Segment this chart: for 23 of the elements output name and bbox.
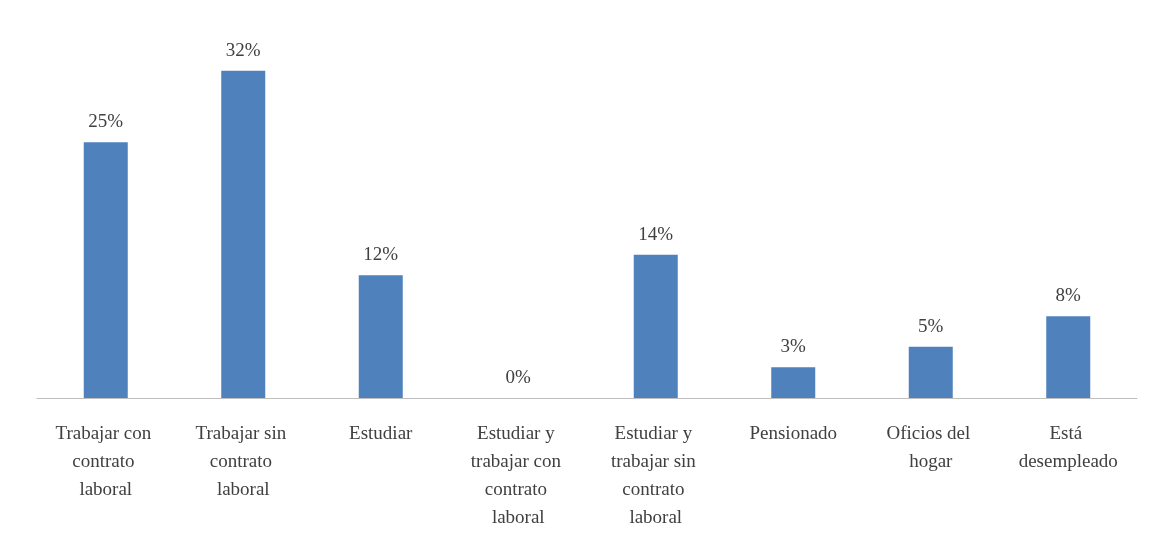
bar [633, 254, 678, 398]
bar [908, 346, 953, 398]
data-label: 0% [505, 366, 532, 387]
x-tick-label: Estudiar [349, 421, 414, 443]
bar [1046, 316, 1091, 398]
bar [771, 367, 816, 398]
x-tick-label: Trabajar con contrato laboral [55, 421, 157, 499]
data-label: 32% [225, 38, 261, 60]
bar [358, 275, 403, 398]
bar [221, 70, 266, 398]
data-label: 14% [638, 222, 674, 244]
bar [83, 142, 128, 398]
x-tick-label: Estudiar y trabajar con contrato laboral [470, 421, 566, 527]
x-tick-label: Estudiar y trabajar sin contrato laboral [610, 421, 701, 527]
x-tick-label: Pensionado [749, 421, 838, 443]
data-label: 8% [1055, 284, 1082, 306]
x-tick-label: Está desempleado [1018, 421, 1118, 471]
data-label: 3% [780, 335, 807, 357]
x-tick-label: Trabajar sin contrato laboral [195, 421, 291, 499]
data-label: 5% [918, 314, 944, 336]
data-label: 25% [88, 110, 124, 132]
data-label: 12% [363, 243, 399, 265]
x-tick-label: Oficios del hogar [886, 421, 976, 471]
